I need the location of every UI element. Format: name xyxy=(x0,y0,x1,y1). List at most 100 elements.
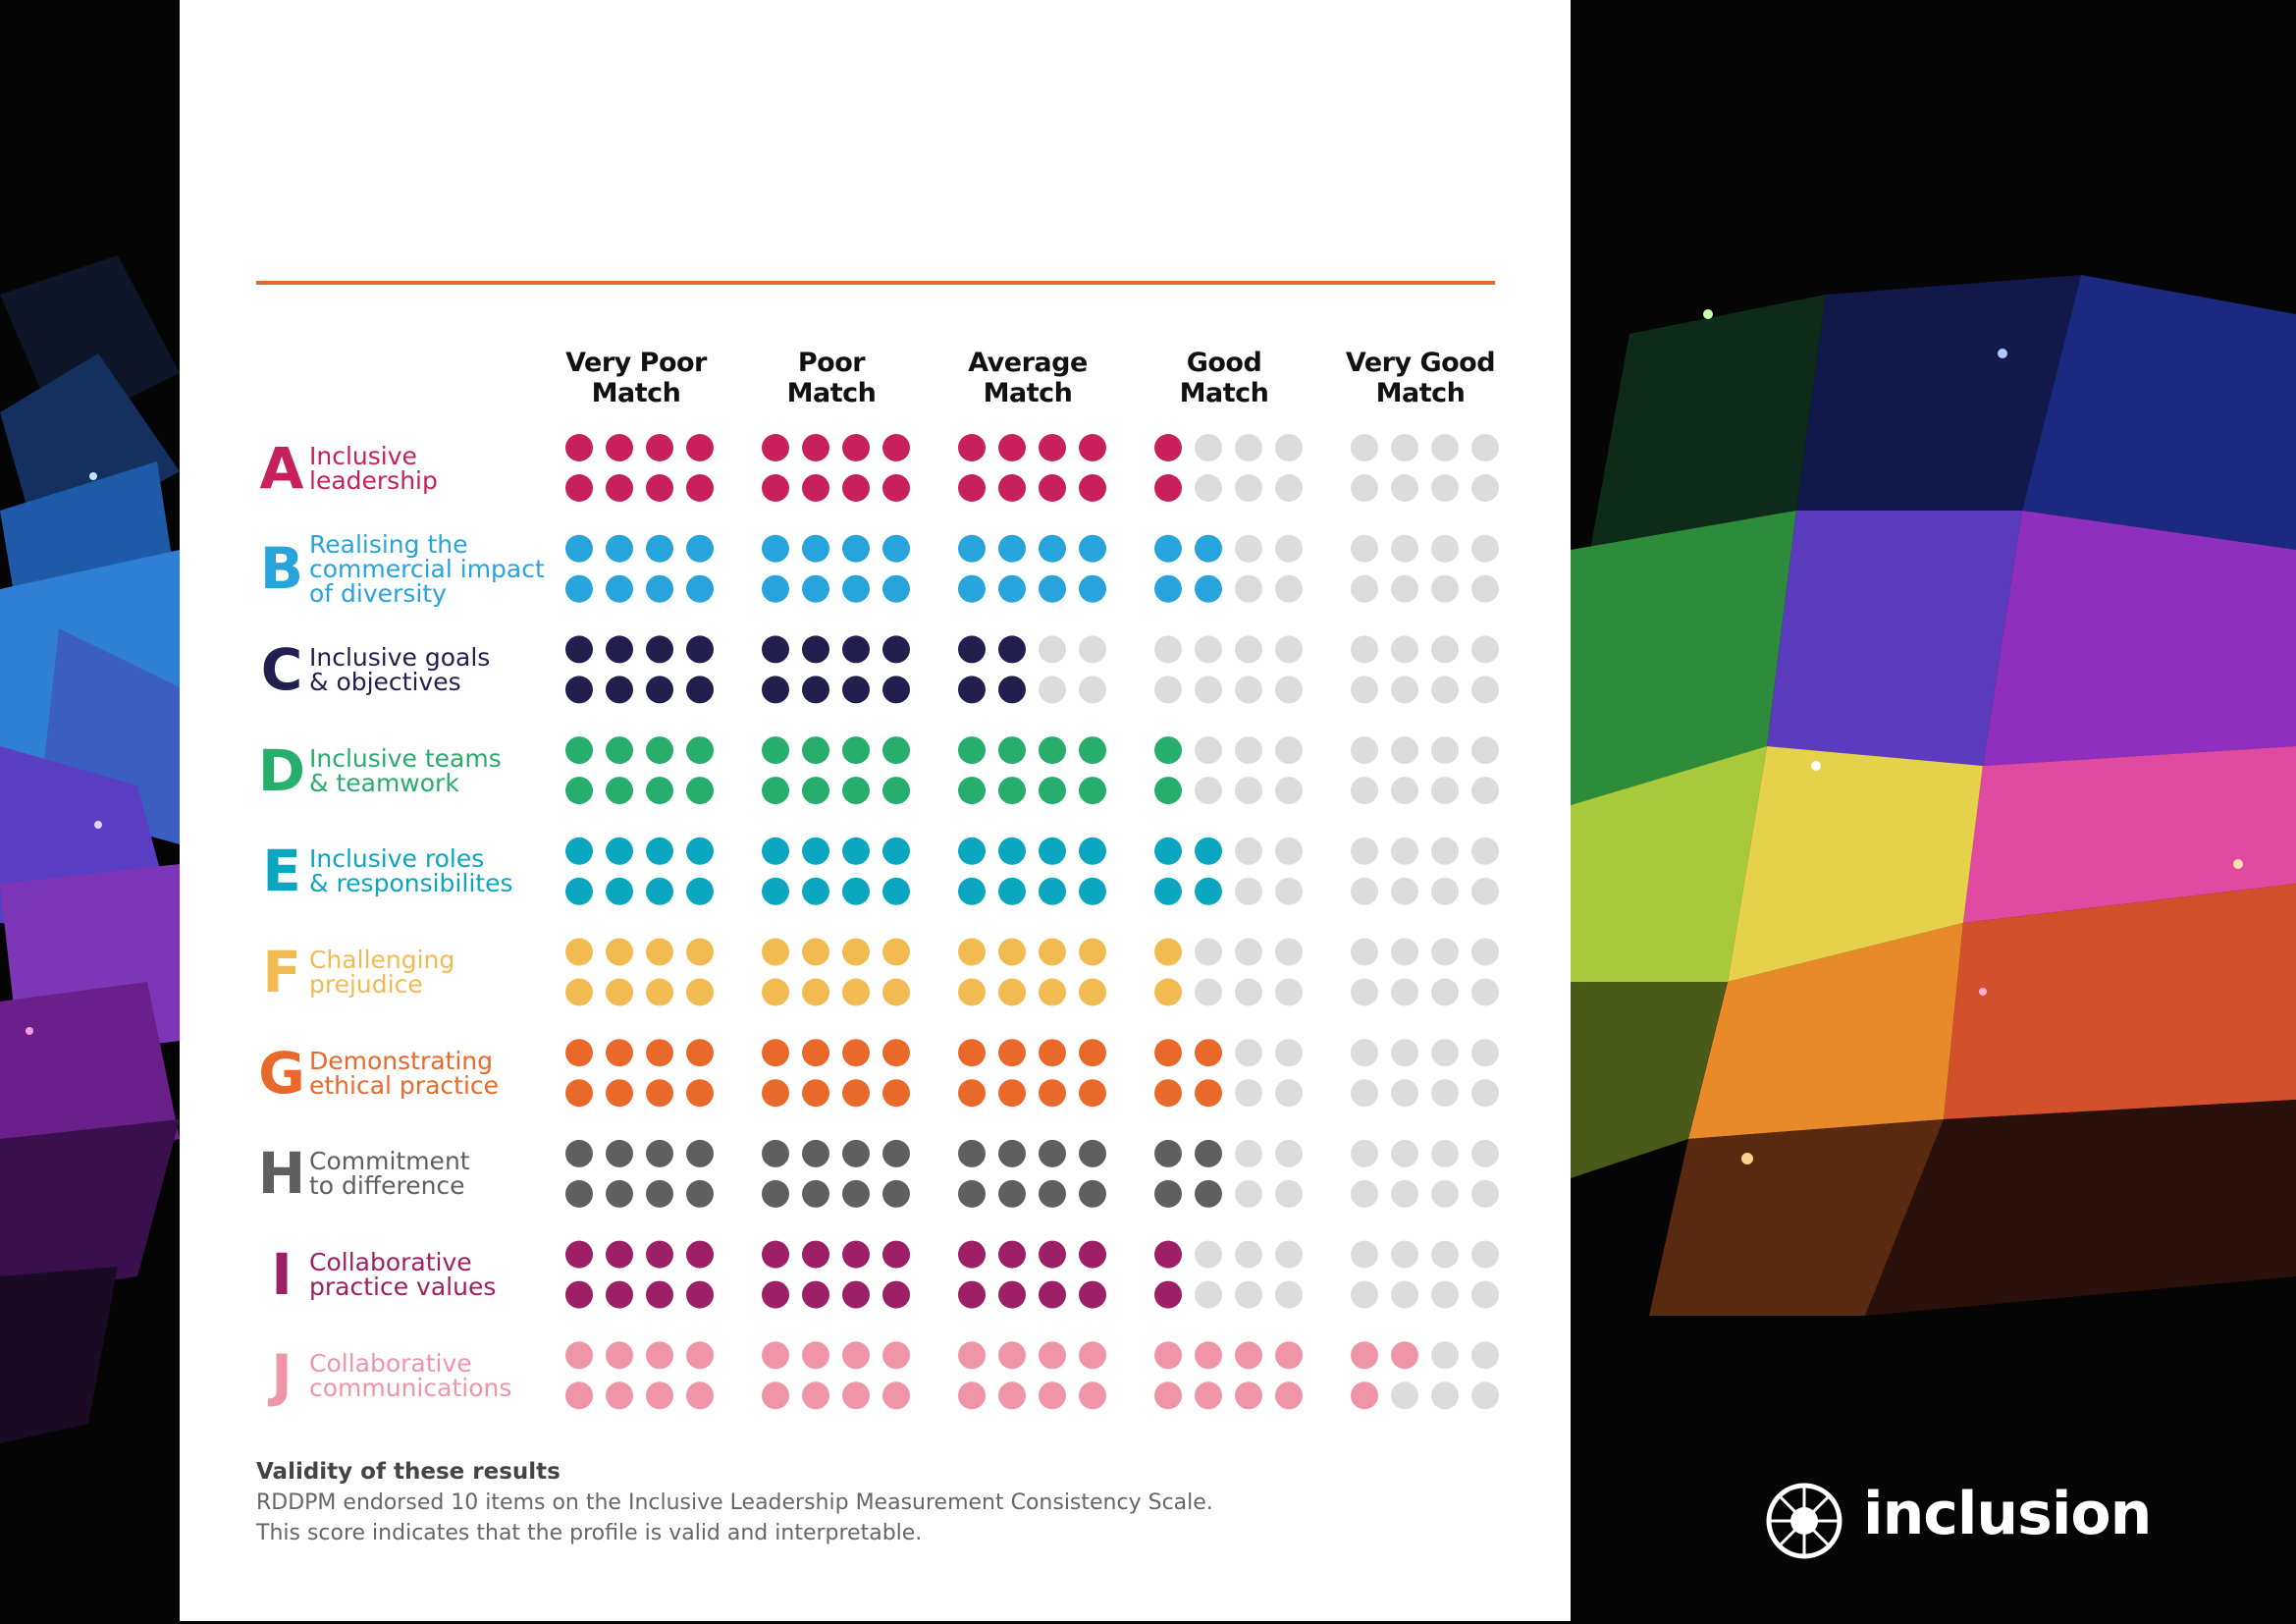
dot-empty xyxy=(1471,1179,1499,1208)
dot-filled xyxy=(1079,736,1106,765)
dot-empty xyxy=(1195,1280,1222,1309)
dot-filled xyxy=(762,434,789,461)
dot-filled xyxy=(1154,1179,1182,1208)
dot-filled xyxy=(998,1381,1026,1410)
dot-empty xyxy=(1471,978,1499,1006)
dot-filled xyxy=(646,1381,673,1410)
dot-filled xyxy=(842,777,870,805)
dot-filled xyxy=(882,1139,910,1167)
dot-filled xyxy=(842,736,870,765)
dot-filled xyxy=(1039,1039,1066,1067)
dot-filled xyxy=(882,1079,910,1108)
row-label-line: Inclusive roles xyxy=(309,844,485,874)
dot-filled xyxy=(762,474,789,502)
dot-empty xyxy=(1195,676,1222,704)
dot-filled xyxy=(1391,1341,1418,1370)
dot-filled xyxy=(1154,978,1182,1006)
dot-empty xyxy=(1471,1240,1499,1269)
dot-filled xyxy=(882,837,910,865)
dot-filled xyxy=(802,938,829,966)
column-header-line2: Match xyxy=(591,378,681,408)
row-label-line: practice values xyxy=(309,1272,497,1302)
dot-filled xyxy=(882,736,910,765)
dot-filled xyxy=(802,1079,829,1108)
dot-filled xyxy=(1079,574,1106,603)
dot-filled xyxy=(565,1341,593,1370)
dot-filled xyxy=(606,676,633,704)
dot-empty xyxy=(1235,1240,1262,1269)
dot-empty xyxy=(1391,534,1418,563)
column-header-very-poor: Very Poor Match xyxy=(548,348,724,408)
dot-filled xyxy=(802,777,829,805)
dot-filled xyxy=(762,837,789,865)
dot-filled xyxy=(1039,877,1066,905)
row-label-j: Collaborative communications xyxy=(309,1351,550,1400)
row-letter-b: B xyxy=(259,535,304,603)
dot-filled xyxy=(565,736,593,765)
column-header-line1: Good xyxy=(1186,348,1262,378)
dot-filled xyxy=(646,1079,673,1108)
dot-empty xyxy=(1471,837,1499,865)
dot-filled xyxy=(998,938,1026,966)
dot-filled xyxy=(998,1280,1026,1309)
dot-filled xyxy=(565,777,593,805)
column-header-line2: Match xyxy=(786,378,877,408)
dot-filled xyxy=(1195,837,1222,865)
dot-empty xyxy=(1431,736,1459,765)
row-label-line: & objectives xyxy=(309,667,461,696)
row-label-line: of diversity xyxy=(309,578,447,608)
dot-filled xyxy=(842,877,870,905)
dot-filled xyxy=(1079,434,1106,461)
dot-empty xyxy=(1471,1139,1499,1167)
dot-empty xyxy=(1391,1079,1418,1108)
dot-empty xyxy=(1431,1381,1459,1410)
dot-rating-grid xyxy=(565,434,1499,1410)
dot-filled xyxy=(1154,1079,1182,1108)
dot-filled xyxy=(686,534,714,563)
dot-filled xyxy=(802,978,829,1006)
dot-empty xyxy=(1391,676,1418,704)
dot-empty xyxy=(1195,777,1222,805)
dot-filled xyxy=(1154,534,1182,563)
row-label-line: Collaborative xyxy=(309,1248,472,1277)
dot-filled xyxy=(882,1240,910,1269)
dot-empty xyxy=(1351,474,1378,502)
dot-filled xyxy=(802,474,829,502)
dot-filled xyxy=(802,534,829,563)
dot-filled xyxy=(998,635,1026,664)
dot-empty xyxy=(1275,1139,1303,1167)
dot-empty xyxy=(1471,434,1499,461)
dot-filled xyxy=(762,1280,789,1309)
dot-filled xyxy=(565,877,593,905)
dot-filled xyxy=(842,978,870,1006)
dot-empty xyxy=(1351,1079,1378,1108)
dot-filled xyxy=(1154,574,1182,603)
dot-filled xyxy=(1079,1280,1106,1309)
dot-filled xyxy=(565,978,593,1006)
dot-empty xyxy=(1391,1381,1418,1410)
dot-empty xyxy=(1351,635,1378,664)
row-letter-h: H xyxy=(257,1140,306,1208)
dot-empty xyxy=(1471,1381,1499,1410)
dot-filled xyxy=(686,1179,714,1208)
dot-filled xyxy=(1039,1139,1066,1167)
dot-filled xyxy=(565,1079,593,1108)
dot-empty xyxy=(1431,1280,1459,1309)
dot-empty xyxy=(1154,676,1182,704)
dot-filled xyxy=(565,938,593,966)
dot-filled xyxy=(998,1240,1026,1269)
dot-filled xyxy=(842,574,870,603)
dot-filled xyxy=(686,837,714,865)
dot-empty xyxy=(1275,1240,1303,1269)
dot-empty xyxy=(1275,837,1303,865)
dot-empty xyxy=(1235,736,1262,765)
dot-filled xyxy=(606,1381,633,1410)
dot-filled xyxy=(1079,1240,1106,1269)
dot-filled xyxy=(686,1341,714,1370)
dot-filled xyxy=(762,1039,789,1067)
dot-empty xyxy=(1275,474,1303,502)
dot-empty xyxy=(1195,474,1222,502)
row-label-line: ethical practice xyxy=(309,1070,500,1100)
dot-filled xyxy=(606,1341,633,1370)
dot-filled xyxy=(606,434,633,461)
